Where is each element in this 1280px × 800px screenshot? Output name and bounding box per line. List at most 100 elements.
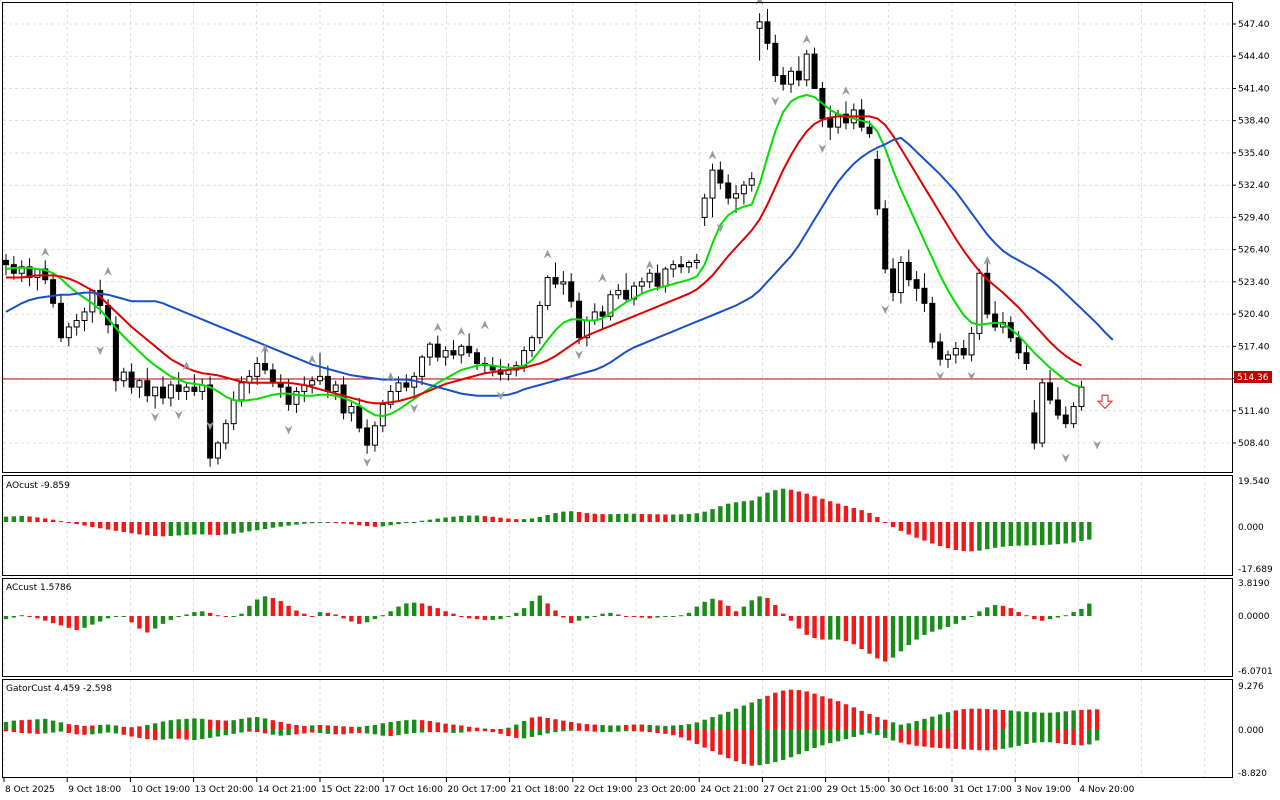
gator-title: GatorCust 4.459 -2.598: [6, 684, 112, 694]
ao-bar: [482, 516, 488, 522]
gator-upper-bar: [569, 721, 574, 729]
candle: [214, 442, 221, 459]
ac-bar: [474, 616, 480, 620]
gator-upper-bar: [223, 720, 228, 729]
gator-lower-bar: [152, 729, 158, 741]
ao-bar: [749, 500, 754, 522]
fractal-up-marker: [841, 86, 850, 96]
gator-upper-bar: [286, 723, 291, 729]
time-tick-label: 10 Oct 19:00: [131, 785, 190, 795]
ao-bar: [788, 489, 794, 522]
ac-bar: [184, 614, 189, 616]
price-tick-label: 544.40: [1238, 52, 1270, 62]
ao-title: AOcust -9.859: [6, 481, 70, 491]
gator-lower-bar: [553, 729, 558, 733]
gator-lower-bar: [200, 729, 205, 740]
ac-bar: [145, 616, 150, 633]
ac-bar: [294, 610, 299, 616]
ao-bar: [1063, 522, 1068, 544]
fractal-down-marker: [496, 391, 505, 401]
ac-bar: [3, 616, 9, 620]
candle: [795, 70, 802, 81]
gator-upper-bar: [584, 724, 590, 729]
ao-bar: [741, 501, 747, 522]
ac-bar: [412, 602, 417, 616]
ao-bar: [490, 516, 495, 522]
gator-lower-bar: [1040, 729, 1045, 743]
candle: [937, 341, 944, 360]
ao-bar: [671, 514, 676, 522]
gator-upper-bar: [474, 727, 480, 729]
candle: [136, 380, 143, 388]
ac-bar: [333, 614, 338, 616]
gator-upper-bar: [459, 725, 464, 729]
ac-bar: [529, 601, 535, 616]
gator-upper-bar: [898, 724, 904, 729]
ao-bar: [294, 522, 299, 525]
gator-upper-bar: [302, 725, 307, 729]
gator-lower-bar: [1063, 729, 1068, 745]
fractal-down-marker: [284, 425, 293, 435]
gator-upper-bar: [890, 722, 896, 729]
fractal-down-marker: [967, 371, 976, 381]
gator-lower-bar: [757, 729, 762, 766]
fractal-down-marker: [151, 412, 160, 422]
ac-bar: [898, 616, 904, 652]
ac-bar: [105, 616, 111, 619]
ao-bar: [262, 522, 268, 529]
ao-bar: [1047, 522, 1053, 545]
ao-bar: [341, 522, 346, 524]
ao-bar: [90, 522, 95, 528]
ac-bar: [796, 616, 802, 629]
gator-lower-bar: [412, 729, 417, 733]
gator-upper-bar: [1055, 712, 1061, 729]
ac-plot[interactable]: [3, 595, 1092, 662]
candle: [474, 352, 480, 364]
ao-bar: [129, 522, 134, 534]
gator-lower-bar: [686, 729, 692, 741]
gator-lower-bar: [372, 729, 378, 735]
ao-plot[interactable]: [3, 488, 1092, 552]
gator-upper-bar: [3, 721, 9, 729]
gator-upper-bar: [992, 709, 998, 729]
ac-bar: [1079, 608, 1084, 616]
gator-lower-bar: [160, 729, 166, 740]
ac-bar: [600, 613, 605, 616]
gator-lower-bar: [270, 729, 276, 735]
candle: [1078, 386, 1085, 407]
time-tick-label: 3 Nov 19:00: [1016, 785, 1071, 795]
main-plot[interactable]: [3, 0, 1232, 467]
ao-bar: [812, 496, 817, 522]
time-tick-label: 13 Oct 20:00: [195, 785, 254, 795]
ac-bar: [906, 616, 911, 646]
gator-lower-bar: [419, 729, 425, 733]
ao-bar: [733, 502, 739, 522]
candle: [442, 350, 449, 358]
gator-upper-bar: [90, 725, 95, 729]
gator-lower-bar: [741, 729, 747, 764]
gator-upper-bar: [749, 702, 754, 729]
candle: [685, 262, 692, 268]
candle: [638, 281, 645, 287]
candle: [395, 382, 402, 392]
gator-lower-bar: [623, 729, 629, 732]
gator-lower-bar: [859, 729, 864, 735]
gator-upper-bar: [1079, 709, 1084, 729]
ac-bar: [937, 616, 943, 630]
gator-lower-bar: [427, 729, 433, 733]
gator-scale-top: 9.276: [1238, 682, 1264, 692]
ao-bar: [74, 522, 79, 525]
gator-plot[interactable]: [3, 689, 1100, 766]
ac-bar: [671, 616, 676, 617]
ao-bar: [843, 505, 849, 522]
gator-lower-bar: [1094, 729, 1100, 741]
candle: [466, 345, 473, 354]
gator-lower-bar: [19, 729, 24, 733]
ac-bar: [466, 616, 472, 619]
gator-upper-bar: [349, 726, 354, 729]
ac-bar: [749, 600, 754, 616]
gator-lower-bar: [592, 729, 597, 732]
fractal-up-marker: [433, 322, 442, 332]
fractal-up-marker: [543, 249, 552, 259]
gator-lower-bar: [655, 729, 660, 733]
